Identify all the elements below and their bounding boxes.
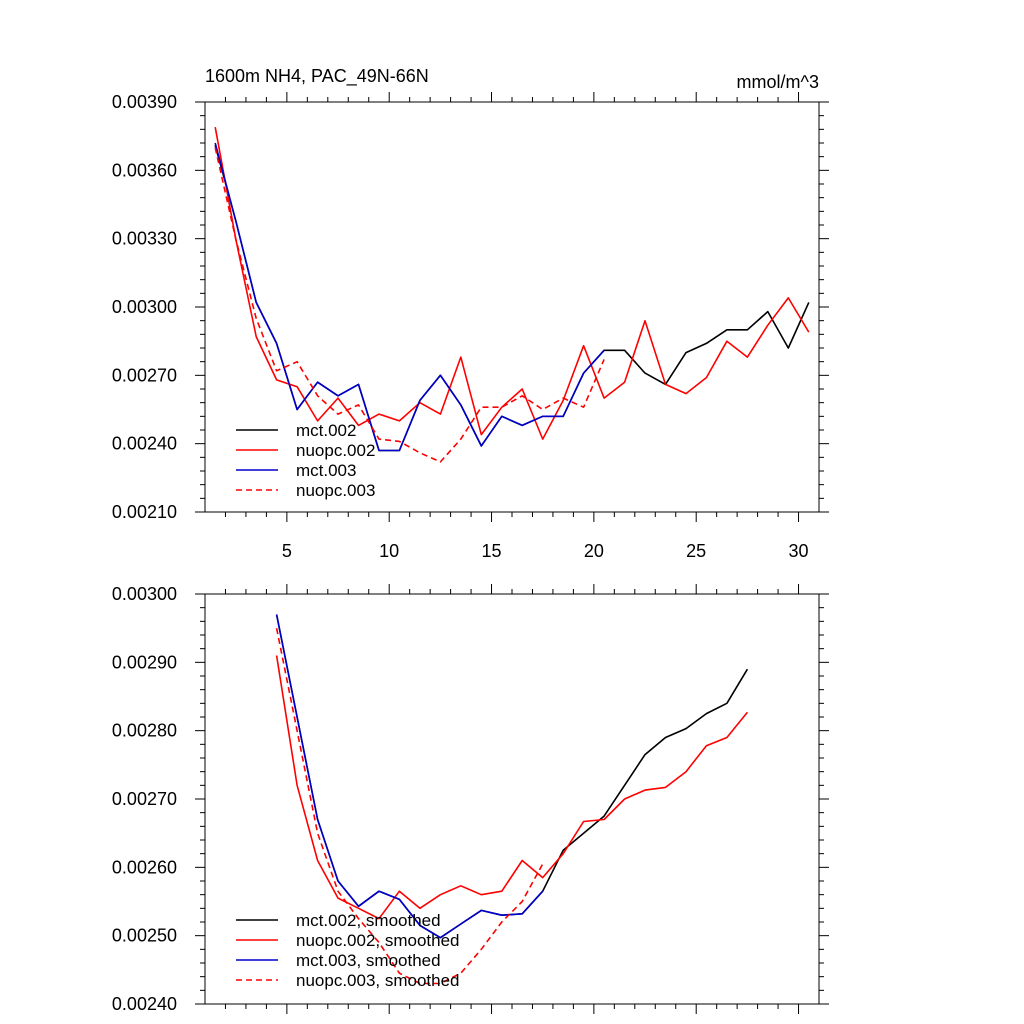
legend-label: nuopc.003, smoothed [296, 971, 460, 990]
y-tick-label: 0.00250 [112, 926, 177, 946]
bottom-panel: 0.00240 0.00250 0.00260 0.00270 0.00280 0.002… [112, 584, 829, 1014]
x-tick-label: 10 [379, 541, 399, 561]
legend-label: mct.002 [296, 421, 356, 440]
legend-label: mct.003, smoothed [296, 951, 441, 970]
y-tick-label: 0.00260 [112, 857, 177, 877]
y-tick-label: 0.00390 [112, 92, 177, 112]
legend-label: nuopc.002, smoothed [296, 931, 460, 950]
series-line [275, 614, 749, 939]
x-tick-label: 20 [584, 541, 604, 561]
legend-label: mct.002, smoothed [296, 911, 441, 930]
y-tick-label: 0.00270 [112, 789, 177, 809]
series-lines [275, 614, 749, 985]
x-tick-label: 5 [282, 541, 292, 561]
legend-label: mct.003 [296, 461, 356, 480]
y-tick-label: 0.00300 [112, 584, 177, 604]
y-tick-label: 0.00240 [112, 434, 177, 454]
series-lines [214, 126, 810, 463]
y-tick-label: 0.00240 [112, 994, 177, 1014]
units-label: mmol/m^3 [737, 72, 819, 92]
series-line [214, 145, 810, 452]
y-tick-label: 0.00290 [112, 652, 177, 672]
series-line [275, 628, 544, 985]
legend-label: nuopc.002 [296, 441, 375, 460]
tick-marks [195, 584, 829, 1014]
y-tick-label: 0.00300 [112, 297, 177, 317]
series-line [214, 142, 605, 452]
x-tick-labels: 5 10 15 20 25 30 [282, 541, 809, 561]
y-tick-label: 0.00280 [112, 721, 177, 741]
legend-label: nuopc.003 [296, 481, 375, 500]
y-tick-label: 0.00360 [112, 160, 177, 180]
x-tick-label: 30 [789, 541, 809, 561]
y-tick-labels: 0.00240 0.00250 0.00260 0.00270 0.00280 0.002… [112, 584, 177, 1014]
y-tick-labels: 0.00210 0.00240 0.00270 0.00300 0.00330 0.003… [112, 92, 177, 522]
series-line [214, 126, 810, 440]
top-panel: 1600m NH4, PAC_49N-66N mmol/m^3 0.002100… [112, 66, 829, 561]
series-line [214, 147, 605, 463]
tick-marks [195, 92, 829, 522]
y-tick-label: 0.00270 [112, 365, 177, 385]
x-tick-label: 15 [482, 541, 502, 561]
series-line [275, 614, 544, 939]
chart-title: 1600m NH4, PAC_49N-66N [205, 66, 429, 87]
x-tick-label: 25 [686, 541, 706, 561]
y-tick-label: 0.00210 [112, 502, 177, 522]
series-line [275, 655, 749, 920]
y-tick-label: 0.00330 [112, 229, 177, 249]
